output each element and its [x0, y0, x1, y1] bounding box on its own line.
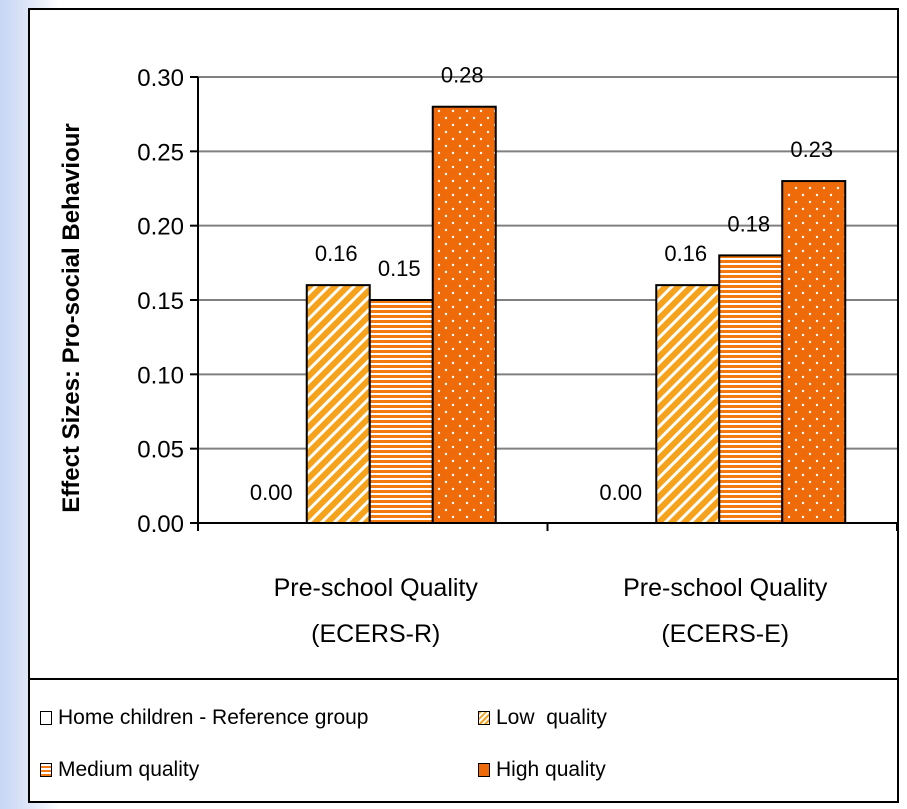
- legend-label-low: Low quality: [496, 706, 607, 730]
- data-label: 0.15: [378, 256, 421, 281]
- y-tick-label: 0.00: [137, 511, 184, 538]
- bar-1-4: [433, 107, 496, 523]
- bar-2-3: [719, 255, 782, 523]
- legend-item-low: Low quality: [478, 706, 607, 730]
- data-label: 0.00: [250, 480, 293, 505]
- bar-2-4: [782, 181, 845, 523]
- legend-swatch-low: [478, 711, 490, 725]
- y-tick-label: 0.05: [137, 437, 184, 464]
- bar-1-2: [307, 285, 370, 523]
- legend-item-high: High quality: [478, 758, 606, 782]
- y-tick-label: 0.30: [137, 65, 184, 92]
- data-label: 0.16: [315, 241, 358, 266]
- legend-swatch-reference: [40, 711, 52, 725]
- x-category-label: (ECERS-R): [311, 620, 440, 648]
- data-label: 0.00: [599, 480, 642, 505]
- bar-2-2: [656, 285, 719, 523]
- y-tick-label: 0.20: [137, 214, 184, 241]
- data-label: 0.18: [727, 211, 770, 236]
- bar-chart: 0.00 0.05 0.10 0.15 0.20 0.25 0.30 0.00 0.16 0.1…: [30, 10, 897, 678]
- legend-item-reference: Home children - Reference group: [40, 706, 369, 730]
- legend-label-reference: Home children - Reference group: [58, 706, 369, 730]
- chart-frame: 0.00 0.05 0.10 0.15 0.20 0.25 0.30 0.00 0.16 0.1…: [28, 8, 899, 803]
- legend-swatch-medium: [40, 763, 52, 777]
- x-category-label: (ECERS-E): [661, 620, 789, 648]
- bar-1-3: [370, 300, 433, 523]
- data-label: 0.23: [790, 137, 833, 162]
- legend-swatch-high: [478, 763, 490, 777]
- data-label: 0.16: [664, 241, 707, 266]
- x-category-label: Pre-school Quality: [623, 574, 828, 602]
- legend-label-high: High quality: [496, 758, 606, 782]
- data-label: 0.28: [441, 63, 484, 88]
- legend: Home children - Reference group Low qual…: [30, 678, 897, 801]
- y-tick-label: 0.15: [137, 288, 184, 315]
- y-axis-title: Effect Sizes: Pro-social Behaviour: [58, 123, 85, 512]
- legend-item-medium: Medium quality: [40, 758, 199, 782]
- legend-label-medium: Medium quality: [58, 758, 199, 782]
- y-tick-label: 0.25: [137, 139, 184, 166]
- y-tick-label: 0.10: [137, 362, 184, 389]
- x-category-label: Pre-school Quality: [274, 574, 479, 602]
